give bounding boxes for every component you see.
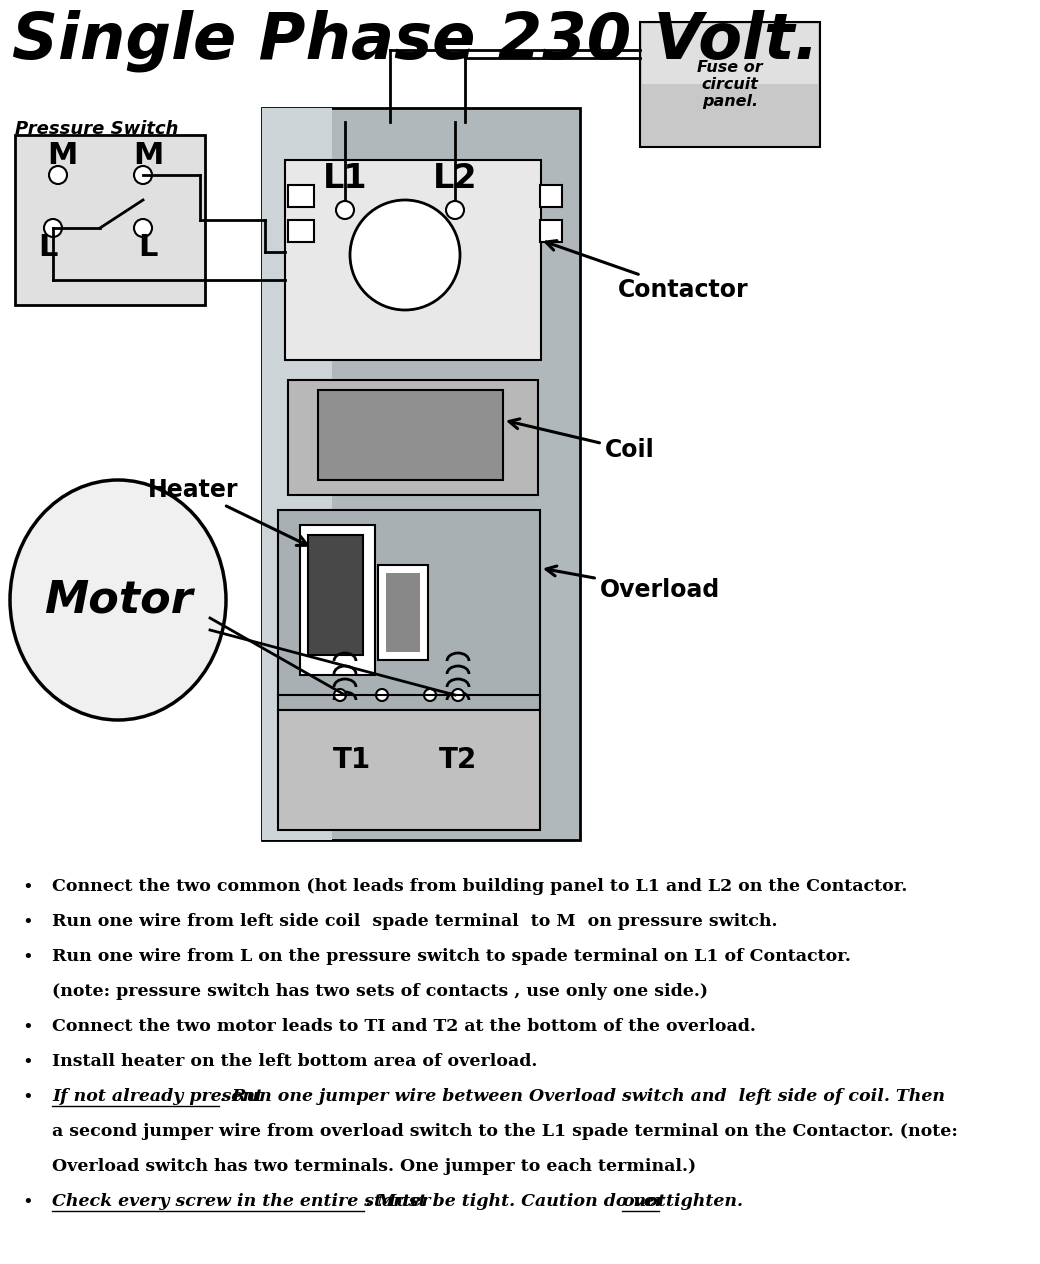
Circle shape xyxy=(334,689,346,702)
Bar xyxy=(308,535,363,655)
Circle shape xyxy=(134,166,152,185)
Bar xyxy=(288,220,314,241)
Text: •: • xyxy=(23,1018,33,1036)
Text: Run one wire from L on the pressure switch to spade terminal on L1 of Contactor.: Run one wire from L on the pressure swit… xyxy=(52,948,851,964)
Text: If not already present: If not already present xyxy=(52,1088,263,1105)
Text: L: L xyxy=(38,234,57,263)
Text: L: L xyxy=(138,234,158,263)
Circle shape xyxy=(446,201,464,219)
Bar xyxy=(386,573,420,652)
Text: Single Phase 230 Volt.: Single Phase 230 Volt. xyxy=(12,10,818,72)
Text: L2: L2 xyxy=(433,162,477,195)
Circle shape xyxy=(49,166,67,185)
Bar xyxy=(378,565,428,660)
Circle shape xyxy=(336,201,354,219)
Text: •: • xyxy=(23,1088,33,1106)
Text: Overload switch has two terminals. One jumper to each terminal.): Overload switch has two terminals. One j… xyxy=(52,1158,696,1176)
Bar xyxy=(285,161,541,360)
Text: •: • xyxy=(23,878,33,896)
Text: . Run one jumper wire between Overload switch and  left side of coil. Then: . Run one jumper wire between Overload s… xyxy=(220,1088,945,1105)
Text: M: M xyxy=(47,140,77,169)
Bar xyxy=(288,380,538,495)
Text: Run one wire from left side coil  spade terminal  to M  on pressure switch.: Run one wire from left side coil spade t… xyxy=(52,913,778,930)
Bar xyxy=(540,185,562,207)
Circle shape xyxy=(350,200,460,310)
Text: Heater: Heater xyxy=(148,478,308,546)
Bar xyxy=(642,24,818,83)
Bar xyxy=(262,107,332,841)
Text: Coil: Coil xyxy=(509,418,655,463)
Text: Fuse or
circuit
panel.: Fuse or circuit panel. xyxy=(697,59,762,110)
Ellipse shape xyxy=(10,480,226,720)
Bar xyxy=(300,525,375,675)
Bar xyxy=(640,21,820,147)
Bar xyxy=(262,107,580,841)
Text: •: • xyxy=(23,948,33,966)
Text: Pressure Switch: Pressure Switch xyxy=(15,120,179,138)
Text: Motor: Motor xyxy=(44,579,192,622)
Bar xyxy=(318,391,503,480)
Bar xyxy=(288,185,314,207)
Text: Install heater on the left bottom area of overload.: Install heater on the left bottom area o… xyxy=(52,1053,538,1071)
Text: •: • xyxy=(23,913,33,932)
Circle shape xyxy=(44,219,62,238)
Bar xyxy=(278,509,540,710)
Circle shape xyxy=(134,219,152,238)
Text: (note: pressure switch has two sets of contacts , use only one side.): (note: pressure switch has two sets of c… xyxy=(52,983,708,1000)
Text: L1: L1 xyxy=(322,162,367,195)
Text: •: • xyxy=(23,1193,33,1211)
Text: Connect the two motor leads to TI and T2 at the bottom of the overload.: Connect the two motor leads to TI and T2… xyxy=(52,1018,756,1035)
Circle shape xyxy=(424,689,436,702)
Bar xyxy=(278,710,540,830)
Text: Connect the two common (hot leads from building panel to L1 and L2 on the Contac: Connect the two common (hot leads from b… xyxy=(52,878,907,895)
Text: . Must be tight. Caution do not: . Must be tight. Caution do not xyxy=(365,1193,672,1210)
Text: M: M xyxy=(133,140,163,169)
Text: over: over xyxy=(622,1193,664,1210)
Bar xyxy=(15,135,205,305)
Text: T2: T2 xyxy=(439,746,477,774)
Text: a second jumper wire from overload switch to the L1 spade terminal on the Contac: a second jumper wire from overload switc… xyxy=(52,1122,958,1140)
Text: Overload: Overload xyxy=(546,566,721,602)
Bar xyxy=(540,220,562,241)
Circle shape xyxy=(376,689,388,702)
Text: Check every screw in the entire starter: Check every screw in the entire starter xyxy=(52,1193,431,1210)
Text: tighten.: tighten. xyxy=(660,1193,743,1210)
Text: •: • xyxy=(23,1053,33,1071)
Text: T1: T1 xyxy=(333,746,371,774)
Circle shape xyxy=(452,689,464,702)
Text: Contactor: Contactor xyxy=(546,240,749,302)
